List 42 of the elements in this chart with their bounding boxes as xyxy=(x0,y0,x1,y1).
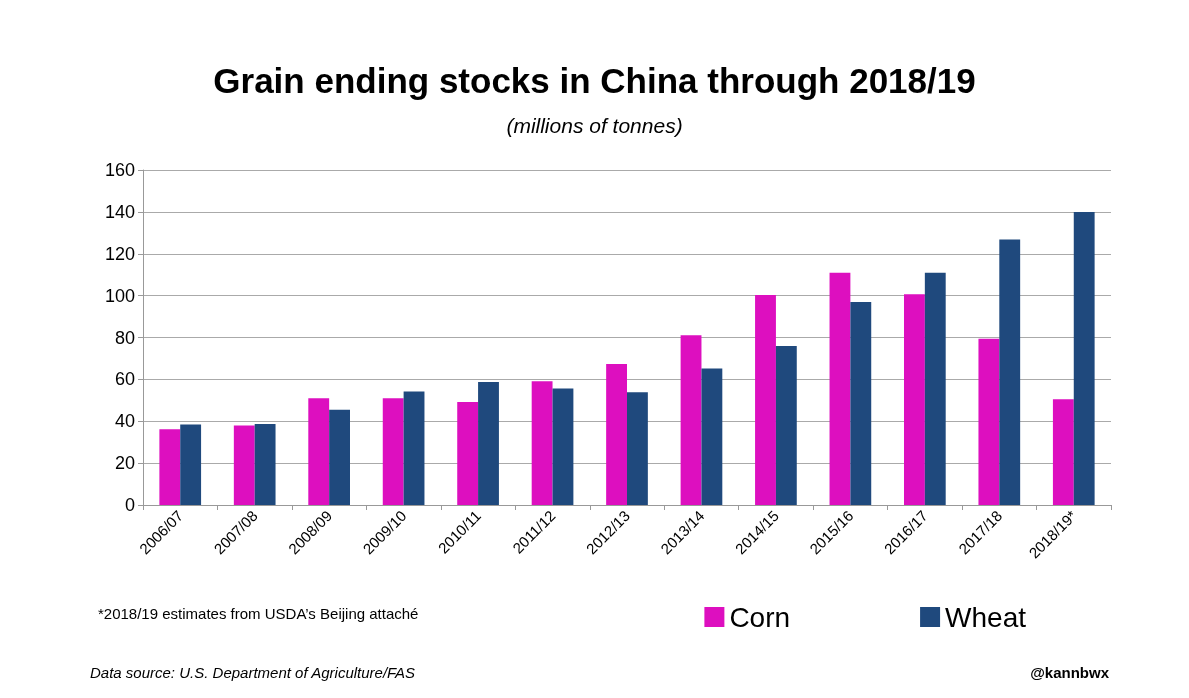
y-tick-label: 160 xyxy=(104,160,135,180)
bar xyxy=(254,423,276,505)
bar xyxy=(924,272,946,505)
bar xyxy=(233,425,255,505)
bar xyxy=(159,429,181,505)
bar xyxy=(329,409,350,505)
bar xyxy=(382,398,404,505)
y-tick-label: 80 xyxy=(114,327,135,348)
y-tick-label: 60 xyxy=(114,369,135,390)
y-tick-label: 140 xyxy=(104,201,135,222)
chart-subtitle: (millions of tonnes) xyxy=(506,114,683,137)
bar xyxy=(457,401,479,505)
bar xyxy=(1052,399,1074,505)
y-tick-label: 0 xyxy=(124,495,135,515)
bar xyxy=(478,381,499,505)
bar xyxy=(552,388,574,505)
text: *2018/19 estimates from USDA’s Beijing attaché xyxy=(98,605,419,622)
y-tick-label: 20 xyxy=(114,453,135,474)
chart-title: Grain ending stocks in China through 2018/19 xyxy=(213,61,976,100)
y-tick-label: 100 xyxy=(104,285,135,306)
bar xyxy=(850,302,872,505)
bar xyxy=(627,392,648,505)
y-tick-label: 120 xyxy=(104,243,135,264)
bar xyxy=(1073,211,1095,505)
bar xyxy=(829,272,851,505)
bar xyxy=(904,294,925,505)
bar xyxy=(775,345,797,505)
bar xyxy=(308,398,330,505)
source-note: Data source: U.S. Department of Agriculture/FAS xyxy=(90,664,416,681)
legend-label: Wheat xyxy=(945,601,1027,633)
bar xyxy=(403,391,425,505)
bar xyxy=(999,239,1021,505)
legend-label: Corn xyxy=(729,601,791,633)
bar xyxy=(701,368,723,505)
bar xyxy=(606,364,627,505)
text: @kannbwx xyxy=(1030,664,1110,681)
bar xyxy=(680,335,702,505)
bar xyxy=(978,338,1000,505)
bar xyxy=(531,381,553,505)
bar xyxy=(180,424,202,505)
y-tick-label: 40 xyxy=(114,411,135,432)
bar xyxy=(755,295,776,505)
